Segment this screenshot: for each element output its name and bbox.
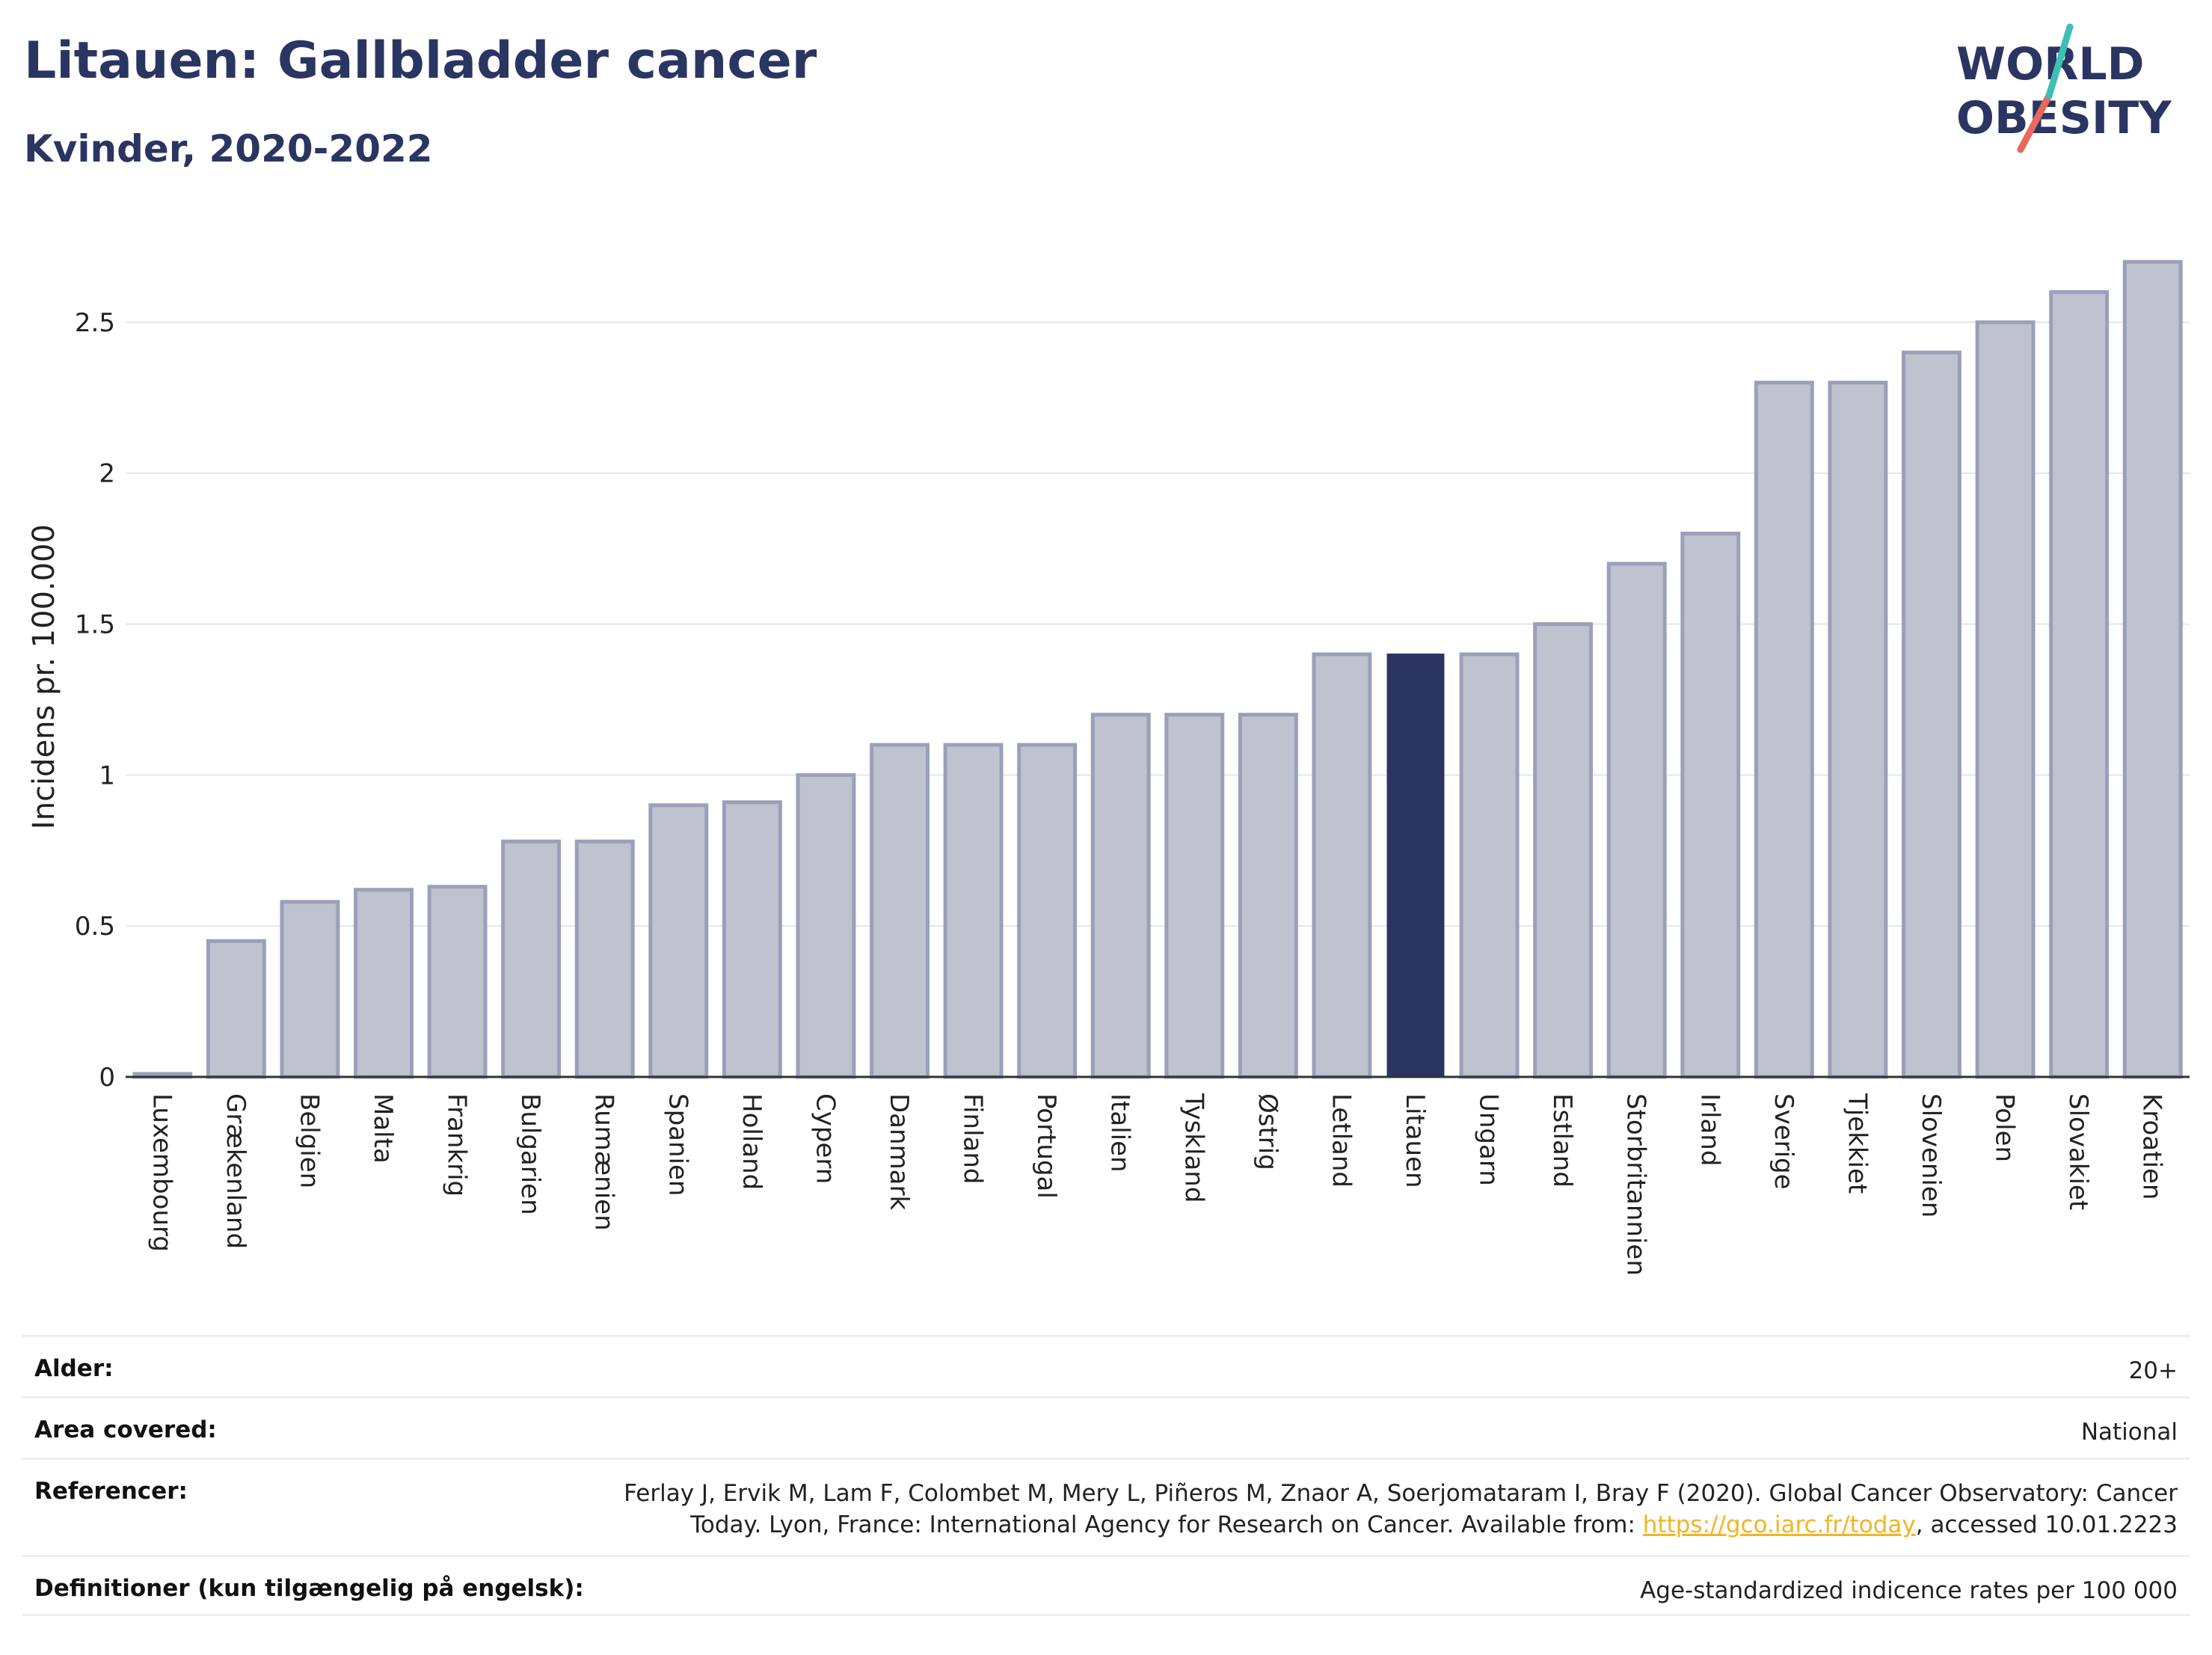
y-tick-label: 1.5 xyxy=(75,610,115,640)
x-tick-label: Tjekkiet xyxy=(1842,1093,1872,1194)
y-tick-label: 0.5 xyxy=(75,912,115,942)
x-tick-label: Sverige xyxy=(1769,1093,1798,1190)
footer-value: 20+ xyxy=(2128,1357,2178,1384)
x-tick-label: Portugal xyxy=(1031,1093,1061,1199)
x-tick-label: Grækenland xyxy=(221,1093,251,1249)
x-axis-ticks: Luxembourg Grækenland Belgien Malta Frankrig… xyxy=(147,1093,2166,1276)
bar-storbritannien xyxy=(1606,562,1667,1079)
footer-value: Age-standardized indicence rates per 100… xyxy=(1640,1577,2178,1604)
x-tick-label: Spanien xyxy=(663,1093,692,1196)
bar-tjekkiet xyxy=(1828,381,1888,1079)
bar-grækenland xyxy=(206,939,266,1079)
bar-irland xyxy=(1680,531,1741,1079)
world-obesity-logo: WORLD OBESITY xyxy=(1956,23,2172,153)
bar-rumænien xyxy=(574,839,635,1079)
reference-link[interactable]: https://gco.iarc.fr/today xyxy=(1642,1511,1916,1538)
bar-estland xyxy=(1533,622,1594,1079)
reference-text: Ferlay J, Ervik M, Lam F, Colombet M, Me… xyxy=(624,1480,2178,1538)
x-tick-label: Kroatien xyxy=(2137,1093,2167,1200)
footer-label: Alder: xyxy=(34,1355,114,1382)
bar-bulgarien xyxy=(501,839,562,1079)
bar-sverige xyxy=(1754,381,1814,1079)
page-title: Litauen: Gallbladder cancer xyxy=(24,31,817,90)
x-tick-label: Malta xyxy=(368,1093,398,1164)
bars xyxy=(132,260,2183,1079)
bar-chart: 0 0.5 1 1.5 2 2.5 Luxembourg Grækenland Belgien… xyxy=(27,260,2190,1276)
x-tick-label: Storbritannien xyxy=(1621,1093,1651,1276)
x-tick-label: Estland xyxy=(1547,1093,1577,1188)
footer-label: Area covered: xyxy=(34,1416,217,1443)
bar-italien xyxy=(1090,713,1151,1079)
info-table: Alder: 20+ Area covered: National Refere… xyxy=(22,1335,2190,1616)
footer-row-area: Area covered: National xyxy=(22,1396,2190,1458)
footer-value: National xyxy=(2080,1419,2178,1446)
bar-kroatien xyxy=(2122,260,2183,1079)
x-tick-label: Danmark xyxy=(884,1093,914,1210)
x-tick-label: Slovenien xyxy=(1916,1093,1946,1218)
x-tick-label: Polen xyxy=(1990,1093,2020,1162)
x-tick-label: Irland xyxy=(1695,1093,1724,1166)
bar-slovakiet xyxy=(2049,290,2110,1079)
y-tick-label: 0 xyxy=(99,1063,115,1093)
x-tick-label: Frankrig xyxy=(442,1093,472,1197)
y-tick-label: 2.5 xyxy=(75,308,115,338)
bar-danmark xyxy=(870,743,930,1079)
x-tick-label: Letland xyxy=(1326,1093,1356,1188)
bar-holland xyxy=(722,800,782,1079)
bar-slovenien xyxy=(1902,350,1961,1079)
x-tick-label: Cypern xyxy=(810,1093,840,1184)
bar-malta xyxy=(354,888,414,1079)
x-tick-label: Italien xyxy=(1105,1093,1135,1173)
x-tick-label: Finland xyxy=(958,1093,988,1185)
bar-portugal xyxy=(1017,743,1078,1079)
x-tick-label: Litauen xyxy=(1400,1093,1430,1188)
bar-cypern xyxy=(796,773,856,1079)
bar-litauen xyxy=(1386,653,1445,1078)
footer-value: Ferlay J, Ervik M, Lam F, Colombet M, Me… xyxy=(607,1478,2178,1541)
bar-tyskland xyxy=(1164,713,1225,1079)
x-tick-label: Bulgarien xyxy=(515,1093,545,1215)
x-tick-label: Tyskland xyxy=(1179,1093,1208,1203)
x-tick-label: Østrig xyxy=(1253,1093,1282,1170)
x-tick-label: Holland xyxy=(737,1093,766,1190)
bar-belgien xyxy=(280,900,340,1079)
logo-word-2: OBESITY xyxy=(1956,92,2172,144)
footer-row-age: Alder: 20+ xyxy=(22,1335,2190,1396)
footer-row-references: Referencer: Ferlay J, Ervik M, Lam F, Co… xyxy=(22,1458,2190,1555)
footer-row-definitions: Definitioner (kun tilgængelig på engelsk… xyxy=(22,1555,2190,1616)
y-axis-ticks: 0 0.5 1 1.5 2 2.5 xyxy=(75,308,115,1093)
reference-text-end: , accessed 10.01.2223 xyxy=(1915,1511,2178,1538)
footer-label: Referencer: xyxy=(34,1478,188,1505)
bar-finland xyxy=(943,743,1004,1079)
y-tick-label: 1 xyxy=(99,761,115,790)
x-tick-label: Luxembourg xyxy=(147,1093,176,1252)
bar-polen xyxy=(1975,320,2036,1079)
footer-label: Definitioner (kun tilgængelig på engelsk… xyxy=(34,1575,584,1602)
x-tick-label: Rumænien xyxy=(589,1093,619,1231)
logo-slash-red xyxy=(2017,92,2053,153)
bar-østrig xyxy=(1238,713,1298,1079)
page-subtitle: Kvinder, 2020-2022 xyxy=(24,127,433,171)
y-tick-label: 2 xyxy=(99,459,115,489)
bar-frankrig xyxy=(427,885,488,1079)
bar-ungarn xyxy=(1459,652,1520,1079)
logo-slash-teal xyxy=(2045,23,2074,99)
bar-spanien xyxy=(648,803,709,1079)
x-tick-label: Ungarn xyxy=(1474,1093,1504,1186)
x-tick-label: Slovakiet xyxy=(2063,1093,2093,1210)
x-tick-label: Belgien xyxy=(294,1093,324,1188)
y-axis-label: Incidens pr. 100.000 xyxy=(27,524,61,829)
bar-letland xyxy=(1312,652,1372,1079)
